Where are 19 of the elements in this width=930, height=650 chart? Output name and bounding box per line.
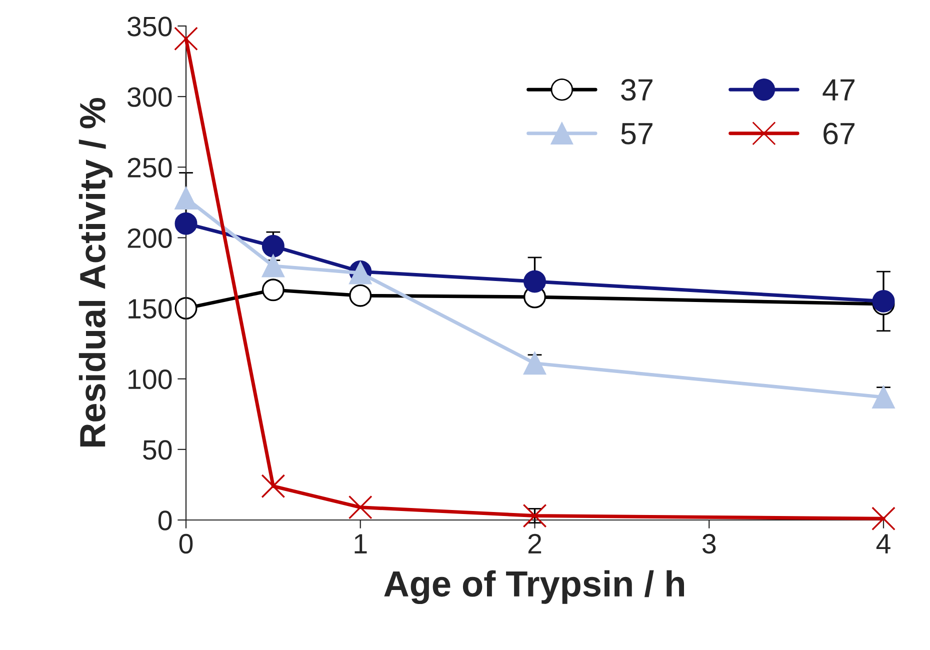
y-tick-label: 200 (128, 228, 172, 248)
x-tick-label: 2 (528, 534, 542, 554)
legend-label: 57 (621, 123, 652, 144)
legend-label: 47 (822, 79, 854, 100)
x-tick-label: 4 (876, 534, 890, 554)
y-tick-label: 100 (128, 370, 172, 390)
y-tick-label: 300 (128, 87, 172, 107)
x-tick-label: 0 (179, 534, 193, 554)
y-tick-label: 0 (158, 510, 172, 530)
x-tick-label: 3 (702, 534, 716, 554)
y-tick-label: 250 (128, 158, 172, 178)
x-axis-title: Age of Trypsin / h (384, 570, 684, 604)
legend-label: 37 (621, 79, 652, 101)
legend-label: 67 (824, 122, 854, 144)
y-tick-label: 50 (143, 440, 172, 460)
y-axis-title: Residual Activity / % (78, 98, 113, 446)
y-tick-label: 150 (128, 298, 172, 319)
x-tick-label: 1 (354, 534, 367, 554)
y-tick-label: 350 (128, 16, 172, 36)
